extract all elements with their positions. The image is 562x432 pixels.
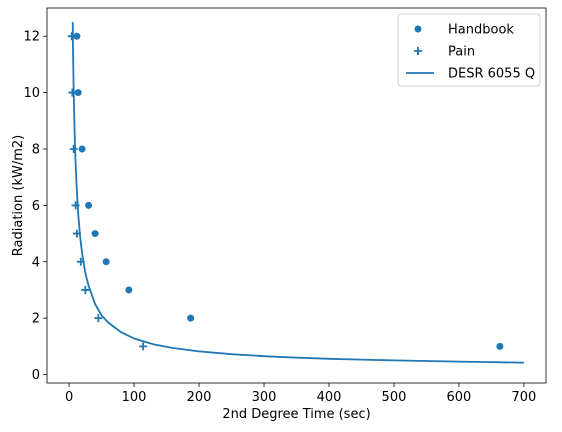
legend-entry-pain: Pain [414,45,475,60]
legend: Handbook Pain DESR 6055 Q [397,13,541,87]
handbook-point [91,230,99,238]
legend-box [397,13,541,87]
y-tick-label: 0 [32,368,40,383]
y-tick-label: 6 [32,199,40,214]
pain-point [71,201,80,210]
pain-point [81,285,90,294]
y-axis-label: Radiation (kW/m2) [11,135,26,256]
legend-label-pain: Pain [448,45,475,60]
y-tick-label: 8 [32,142,40,157]
axes-frame [46,7,547,384]
series-line-desr [71,22,524,364]
legend-marker-pain [414,47,422,55]
x-tick-label: 100 [122,390,147,405]
x-tick-label: 200 [187,390,212,405]
handbook-point [187,314,195,322]
x-tick-label: 600 [447,390,472,405]
pain-point [139,342,148,351]
pain-point [76,257,85,266]
pain-point [94,314,103,323]
y-axis: 0 2 4 6 8 10 12 [23,30,47,383]
legend-label-handbook: Handbook [448,23,514,38]
legend-marker-handbook [414,25,422,33]
y-tick-label: 4 [32,255,40,270]
x-axis-label: 2nd Degree Time (sec) [222,407,370,422]
x-tick-label: 400 [317,390,342,405]
handbook-point [78,145,86,153]
x-axis: 0 100 200 300 400 500 600 700 [65,383,536,405]
x-tick-label: 300 [252,390,277,405]
handbook-point [496,342,504,350]
y-tick-label: 10 [23,86,40,101]
handbook-point [74,89,82,97]
x-tick-label: 500 [382,390,407,405]
handbook-point [85,201,93,209]
handbook-point [73,32,81,40]
legend-entry-desr: DESR 6055 Q [406,67,535,82]
x-tick-label: 0 [65,390,73,405]
pain-point [67,32,76,41]
x-tick-label: 700 [511,390,536,405]
pain-point [72,229,81,238]
pain-point [68,88,77,97]
legend-entry-handbook: Handbook [414,23,514,38]
plot-area [67,22,524,364]
handbook-point [102,258,110,266]
y-tick-label: 12 [23,30,40,45]
handbook-point [125,286,133,294]
legend-label-desr: DESR 6055 Q [448,67,535,82]
y-tick-label: 2 [32,312,40,327]
pain-point [69,144,78,153]
